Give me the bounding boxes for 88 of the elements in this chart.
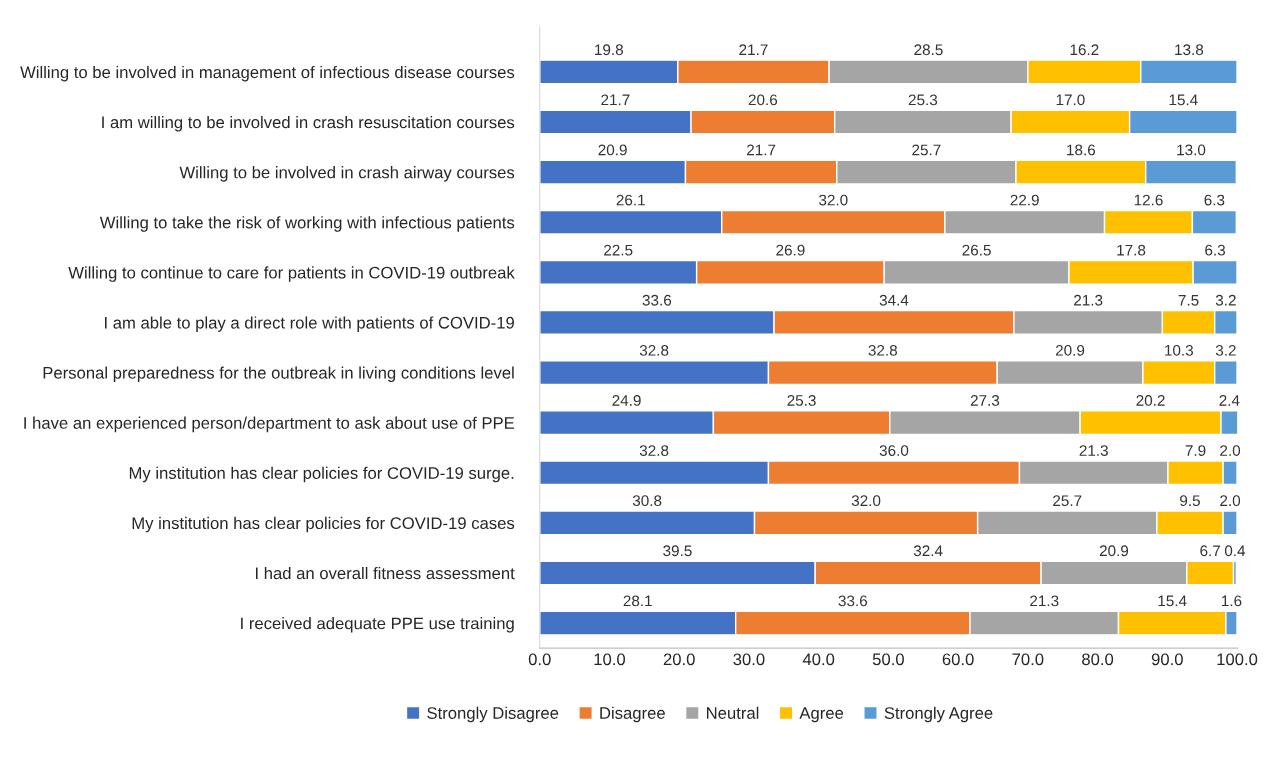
data-label: 2.0 — [1220, 495, 1241, 507]
x-tick-label: 60.0 — [942, 653, 974, 666]
data-label: 7.9 — [1185, 445, 1206, 456]
legend-label: Strongly Agree — [884, 706, 993, 723]
data-label: 30.8 — [632, 495, 662, 507]
data-label: 32.8 — [639, 445, 669, 456]
data-label: 17.8 — [1117, 244, 1146, 256]
data-label: 21.3 — [1074, 294, 1103, 306]
data-label: 2.4 — [1219, 395, 1240, 406]
y-tick-label: My institution has clear policies for COVID-19 cases — [132, 516, 515, 533]
y-tick-label: I received adequate PPE use training — [241, 617, 514, 633]
data-label: 22.5 — [604, 244, 633, 256]
data-label: 39.5 — [663, 545, 692, 557]
x-tick-label: 10.0 — [594, 653, 626, 666]
data-label: 13.8 — [1175, 44, 1204, 56]
legend-label: Agree — [799, 707, 844, 723]
data-label: 12.6 — [1134, 194, 1163, 206]
data-label: 25.7 — [912, 144, 941, 156]
data-label: 22.9 — [1010, 194, 1039, 206]
data-label: 18.6 — [1067, 144, 1096, 156]
data-label: 28.5 — [914, 44, 943, 56]
y-tick-label: I am willing to be involved in crash resuscitation courses — [102, 116, 515, 132]
data-label: 32.0 — [819, 194, 848, 206]
data-label: 6.3 — [1205, 244, 1226, 256]
data-label: 15.4 — [1169, 94, 1198, 106]
x-tick-label: 0.0 — [528, 653, 551, 666]
data-label: 33.6 — [642, 294, 672, 306]
data-label: 25.3 — [908, 94, 938, 106]
data-label: 25.3 — [787, 395, 816, 406]
data-label: 28.1 — [623, 595, 652, 607]
data-label: 33.6 — [838, 595, 868, 607]
data-label: 9.5 — [1180, 495, 1200, 507]
data-label: 36.0 — [879, 445, 909, 456]
data-label: 10.3 — [1165, 344, 1193, 356]
x-tick-label: 100.0 — [1217, 653, 1258, 666]
data-label: 2.0 — [1220, 445, 1241, 456]
data-label: 20.6 — [748, 94, 778, 106]
data-label: 20.2 — [1136, 395, 1165, 406]
data-label: 1.6 — [1221, 595, 1242, 607]
y-tick-label: My institution has clear policies for COVID-19 surge. — [129, 466, 514, 483]
x-tick-label: 90.0 — [1151, 653, 1183, 666]
data-label: 21.7 — [747, 144, 776, 156]
x-tick-label: 30.0 — [733, 653, 765, 666]
legend-label: Disagree — [600, 706, 665, 723]
x-tick-label: 50.0 — [872, 653, 904, 666]
data-label: 32.8 — [639, 344, 669, 356]
data-label: 26.5 — [962, 244, 991, 256]
data-label: 20.9 — [1055, 344, 1085, 356]
x-tick-label: 80.0 — [1082, 653, 1114, 666]
data-label: 21.7 — [601, 94, 630, 106]
data-label: 32.0 — [851, 495, 881, 507]
y-tick-label: I have an experienced person/department to ask about use of PPE — [24, 416, 515, 433]
y-tick-label: Personal preparedness for the outbreak in living conditions level — [43, 366, 514, 383]
data-label: 13.0 — [1177, 144, 1206, 156]
y-tick-label: Willing to be involved in crash airway courses — [179, 166, 515, 182]
data-label: 32.8 — [868, 344, 898, 356]
data-label: 3.2 — [1215, 294, 1236, 306]
data-label: 7.5 — [1178, 294, 1199, 306]
y-tick-label: I am able to play a direct role with patients of COVID-19 — [105, 316, 514, 332]
x-tick-label: 20.0 — [663, 653, 695, 666]
data-label: 20.9 — [598, 144, 627, 156]
data-label: 6.7 — [1200, 545, 1221, 557]
y-tick-label: I had an overall fitness assessment — [255, 566, 515, 580]
data-label: 19.8 — [595, 44, 623, 56]
data-label: 3.2 — [1215, 344, 1236, 356]
data-label: 32.4 — [913, 545, 943, 557]
data-label: 16.2 — [1070, 44, 1099, 56]
data-label: 27.3 — [970, 395, 1000, 406]
legend-label: Strongly Disagree — [427, 706, 559, 723]
data-label: 6.3 — [1204, 194, 1225, 206]
data-label: 24.9 — [612, 395, 641, 406]
data-label: 21.3 — [1079, 445, 1108, 456]
y-tick-label: Willing to take the risk of working with infectious patients — [99, 216, 515, 232]
data-label: 25.7 — [1053, 495, 1082, 507]
data-label: 20.9 — [1099, 545, 1129, 557]
data-label: 15.4 — [1158, 595, 1187, 607]
data-label: 21.7 — [739, 44, 768, 55]
legend-label: Neutral — [707, 706, 759, 719]
y-tick-label: Willing to continue to care for patients in COVID-19 outbreak — [68, 266, 515, 282]
x-tick-label: 70.0 — [1012, 653, 1044, 666]
y-tick-label: Willing to be involved in management of infectious disease courses — [20, 65, 515, 82]
data-label: 0.4 — [1224, 545, 1246, 557]
x-tick-label: 40.0 — [802, 653, 835, 666]
data-label: 17.0 — [1056, 94, 1085, 106]
data-label: 26.9 — [776, 244, 805, 256]
data-label: 26.1 — [616, 194, 645, 206]
data-label: 34.4 — [879, 294, 909, 306]
data-label: 21.3 — [1030, 595, 1059, 607]
